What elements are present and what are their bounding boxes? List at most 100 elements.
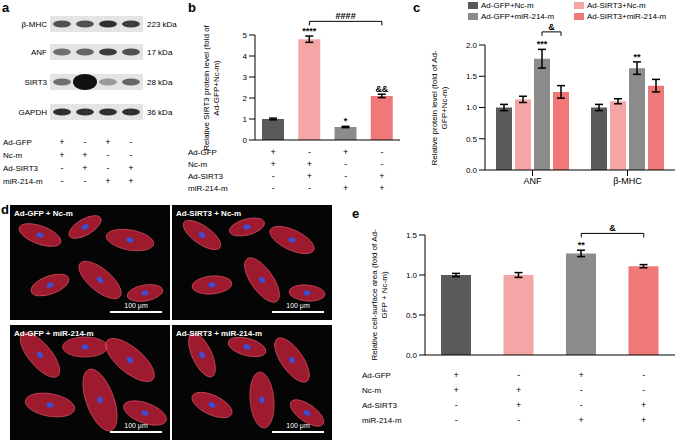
svg-text:+: + <box>105 176 110 186</box>
svg-text:+: + <box>128 163 133 173</box>
svg-text:-: - <box>642 385 645 395</box>
svg-text:1.5: 1.5 <box>466 72 478 81</box>
svg-text:Nc-m: Nc-m <box>362 386 381 395</box>
svg-text:+: + <box>454 370 459 380</box>
svg-text:-: - <box>107 163 110 173</box>
svg-text:-: - <box>344 171 347 181</box>
svg-text:+: + <box>343 183 348 193</box>
svg-text:Ad-SIRT3: Ad-SIRT3 <box>3 164 39 173</box>
svg-text:0.0: 0.0 <box>406 351 418 360</box>
svg-text:4: 4 <box>243 52 248 61</box>
svg-text:223 kDa: 223 kDa <box>147 20 177 29</box>
svg-text:-: - <box>107 150 110 160</box>
svg-text:1.0: 1.0 <box>406 271 418 280</box>
svg-text:0: 0 <box>243 136 248 145</box>
svg-text:+: + <box>307 159 312 169</box>
svg-text:-: - <box>344 159 347 169</box>
svg-text:-: - <box>308 183 311 193</box>
svg-text:**: ** <box>633 52 641 62</box>
svg-text:-: - <box>130 150 133 160</box>
svg-text:miR-214-m: miR-214-m <box>188 184 228 193</box>
svg-text:+: + <box>82 150 87 160</box>
svg-text:miR-214-m: miR-214-m <box>362 416 402 425</box>
svg-text:-: - <box>84 137 87 147</box>
svg-text:+: + <box>379 171 384 181</box>
svg-text:**: ** <box>578 240 586 250</box>
svg-text:-: - <box>272 183 275 193</box>
svg-text:+: + <box>59 137 64 147</box>
svg-text:+: + <box>105 137 110 147</box>
svg-text:100 μm: 100 μm <box>124 422 148 430</box>
svg-text:Nc-m: Nc-m <box>188 160 207 169</box>
svg-text:Ad-GFP + Nc-m: Ad-GFP + Nc-m <box>14 209 73 218</box>
svg-text:-: - <box>272 171 275 181</box>
svg-text:-: - <box>517 415 520 425</box>
svg-text:Ad-SIRT3 + Nc-m: Ad-SIRT3 + Nc-m <box>176 209 241 218</box>
svg-text:0.0: 0.0 <box>466 166 478 175</box>
svg-text:+: + <box>128 176 133 186</box>
svg-text:+: + <box>343 147 348 157</box>
svg-text:100 μm: 100 μm <box>286 422 310 430</box>
svg-text:-: - <box>580 400 583 410</box>
svg-text:3: 3 <box>243 73 248 82</box>
svg-text:+: + <box>307 171 312 181</box>
svg-text:+: + <box>641 415 646 425</box>
svg-text:+: + <box>59 150 64 160</box>
svg-text:-: - <box>455 400 458 410</box>
svg-text:Nc-m: Nc-m <box>3 151 22 160</box>
svg-text:-: - <box>517 370 520 380</box>
svg-text:Ad-GFP: Ad-GFP <box>3 138 32 147</box>
svg-text:100 μm: 100 μm <box>124 302 148 310</box>
svg-text:GAPDH: GAPDH <box>19 108 48 117</box>
svg-text:1.5: 1.5 <box>406 231 418 240</box>
svg-text:+: + <box>270 147 275 157</box>
svg-text:ANF: ANF <box>524 176 543 186</box>
svg-text:Ad-GFP: Ad-GFP <box>362 371 391 380</box>
svg-text:e: e <box>352 206 359 221</box>
svg-text:####: #### <box>336 11 356 21</box>
svg-text:1.0: 1.0 <box>466 103 478 112</box>
svg-text:+: + <box>516 400 521 410</box>
svg-text:Ad-GFP: Ad-GFP <box>188 148 217 157</box>
svg-text:5: 5 <box>243 31 248 40</box>
svg-text:2: 2 <box>243 94 248 103</box>
svg-text:Ad-SIRT3 + miR-214-m: Ad-SIRT3 + miR-214-m <box>176 329 262 338</box>
svg-text:miR-214-m: miR-214-m <box>3 177 43 186</box>
svg-text:0.5: 0.5 <box>466 135 478 144</box>
svg-text:c: c <box>413 0 420 15</box>
svg-text:Ad-SIRT3: Ad-SIRT3 <box>362 401 398 410</box>
svg-text:&: & <box>609 223 616 233</box>
svg-text:+: + <box>379 183 384 193</box>
svg-text:&: & <box>548 22 555 32</box>
svg-text:100 μm: 100 μm <box>286 302 310 310</box>
svg-text:a: a <box>2 0 10 15</box>
svg-text:-: - <box>61 163 64 173</box>
svg-text:-: - <box>380 147 383 157</box>
svg-text:-: - <box>455 415 458 425</box>
svg-text:*: * <box>344 116 348 126</box>
svg-text:-: - <box>580 385 583 395</box>
svg-text:+: + <box>641 400 646 410</box>
svg-text:SIRT3: SIRT3 <box>24 78 47 87</box>
svg-text:-: - <box>308 147 311 157</box>
svg-text:***: *** <box>537 39 548 49</box>
svg-text:-: - <box>130 137 133 147</box>
svg-text:1: 1 <box>243 115 248 124</box>
svg-text:ANF: ANF <box>31 48 47 57</box>
svg-text:+: + <box>454 385 459 395</box>
svg-text:0.5: 0.5 <box>406 311 418 320</box>
svg-text:28 kDa: 28 kDa <box>147 78 173 87</box>
svg-text:+: + <box>516 385 521 395</box>
svg-text:-: - <box>84 176 87 186</box>
svg-text:-: - <box>61 176 64 186</box>
svg-text:+: + <box>82 163 87 173</box>
svg-text:-: - <box>380 159 383 169</box>
svg-text:****: **** <box>302 26 317 36</box>
svg-text:+: + <box>579 370 584 380</box>
svg-text:36 kDa: 36 kDa <box>147 108 173 117</box>
svg-text:d: d <box>1 202 9 217</box>
svg-text:+: + <box>579 415 584 425</box>
svg-text:Ad-SIRT3: Ad-SIRT3 <box>188 172 224 181</box>
svg-text:+: + <box>270 159 275 169</box>
svg-text:&&: && <box>375 84 388 94</box>
